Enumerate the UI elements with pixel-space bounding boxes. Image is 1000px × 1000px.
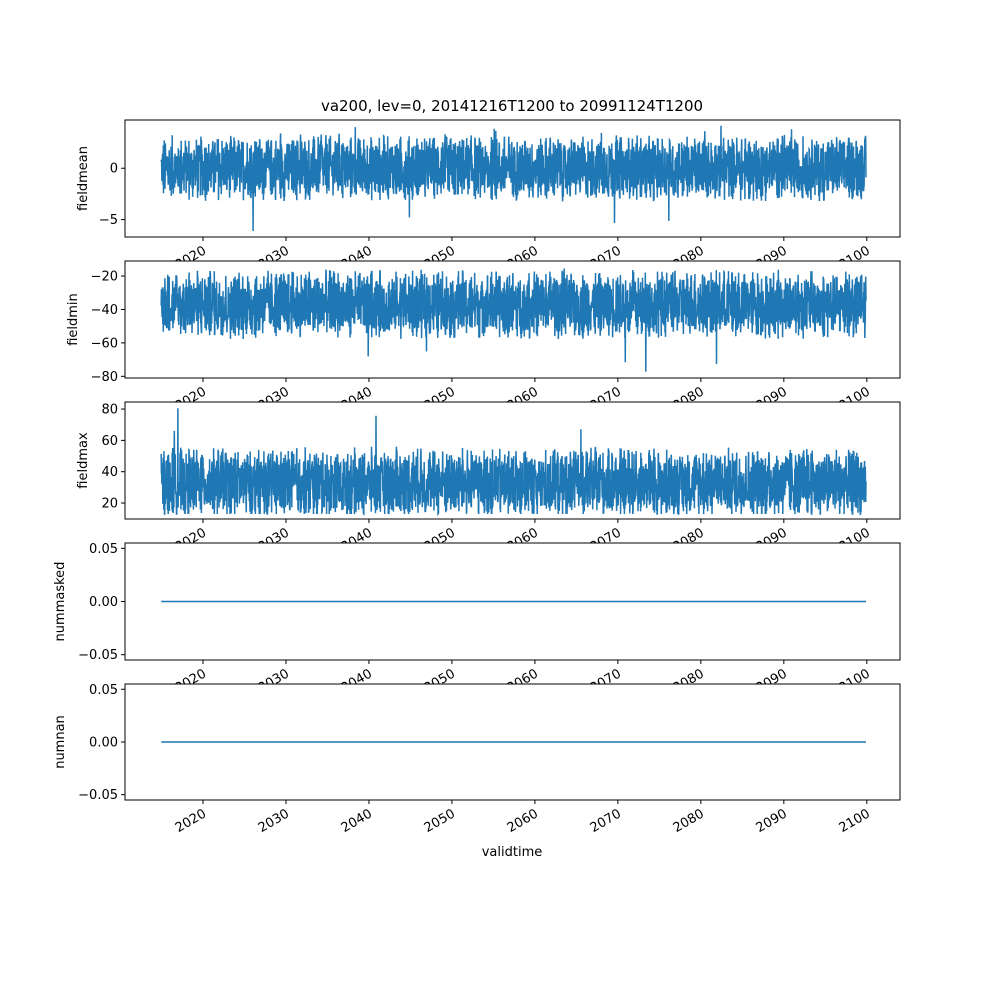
x-tick-label: 2070 [588, 806, 624, 836]
series-line-fieldmax [160, 408, 867, 517]
y-tick-label: −60 [91, 336, 118, 351]
y-tick-label: −0.05 [78, 648, 118, 663]
y-tick-label: −20 [91, 270, 118, 285]
y-tick-label: 60 [101, 434, 118, 449]
y-axis-label: nummasked [53, 562, 68, 642]
y-axis-label: numnan [53, 715, 68, 769]
x-tick-label: 2030 [256, 806, 292, 836]
x-tick-label: 2050 [422, 806, 458, 836]
x-tick-label: 2020 [173, 806, 209, 836]
axes-frame [124, 260, 901, 379]
axes-frame [124, 401, 901, 520]
y-axis-label: fieldmean [76, 146, 91, 211]
panel-numnan: 0.05 0.00 −0.05 numnan 2020 2030 2040 2050 2060 2… [53, 683, 901, 836]
y-tick-label: 0.05 [89, 683, 118, 698]
x-tick-label: 2080 [671, 806, 707, 836]
y-tick-label: −0.05 [78, 788, 118, 803]
x-tick-label: 2060 [505, 806, 541, 836]
series-line-fieldmean [160, 125, 867, 232]
y-axis-label: fieldmin [66, 293, 81, 346]
y-tick-label: −80 [91, 370, 118, 385]
y-tick-label: −40 [91, 303, 118, 318]
x-tick-label: 2090 [754, 806, 790, 836]
y-tick-label: 0 [110, 162, 118, 177]
y-tick-label: 20 [101, 497, 118, 512]
chart-title: va200, lev=0, 20141216T1200 to 20991124T… [321, 97, 703, 115]
series-line-fieldmin [160, 268, 867, 372]
y-tick-label: 0.00 [89, 736, 118, 751]
y-tick-label: 0.05 [89, 542, 118, 557]
y-tick-label: 0.00 [89, 595, 118, 610]
y-tick-label: 80 [101, 403, 118, 418]
x-tick-label: 2040 [339, 806, 375, 836]
axes-frame [124, 119, 901, 238]
y-tick-label: −5 [99, 213, 118, 228]
x-tick-label: 2100 [837, 806, 873, 836]
x-axis-label: validtime [482, 845, 543, 860]
y-axis-label: fieldmax [76, 432, 91, 489]
y-tick-label: 40 [101, 465, 118, 480]
